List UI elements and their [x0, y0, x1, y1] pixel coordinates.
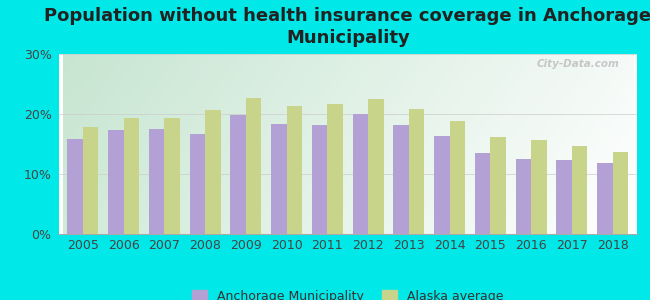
Bar: [475, 153, 490, 234]
Bar: [68, 139, 83, 234]
Bar: [328, 104, 343, 234]
Bar: [434, 136, 450, 234]
Bar: [393, 125, 409, 234]
Bar: [353, 114, 368, 234]
Bar: [164, 118, 180, 234]
Bar: [230, 115, 246, 234]
Bar: [612, 152, 628, 234]
Bar: [450, 121, 465, 234]
Bar: [597, 163, 612, 234]
Bar: [312, 125, 328, 234]
Bar: [83, 127, 98, 234]
Text: City-Data.com: City-Data.com: [537, 59, 619, 69]
Bar: [190, 134, 205, 234]
Bar: [368, 99, 384, 234]
Bar: [409, 109, 424, 234]
Bar: [205, 110, 220, 234]
Legend: Anchorage Municipality, Alaska average: Anchorage Municipality, Alaska average: [192, 290, 504, 300]
Bar: [124, 118, 139, 234]
Bar: [531, 140, 547, 234]
Title: Population without health insurance coverage in Anchorage
Municipality: Population without health insurance cove…: [44, 7, 650, 47]
Bar: [490, 137, 506, 234]
Bar: [108, 130, 124, 234]
Bar: [287, 106, 302, 234]
Bar: [246, 98, 261, 234]
Bar: [556, 160, 572, 234]
Bar: [572, 146, 588, 234]
Bar: [271, 124, 287, 234]
Bar: [149, 129, 164, 234]
Bar: [515, 159, 531, 234]
